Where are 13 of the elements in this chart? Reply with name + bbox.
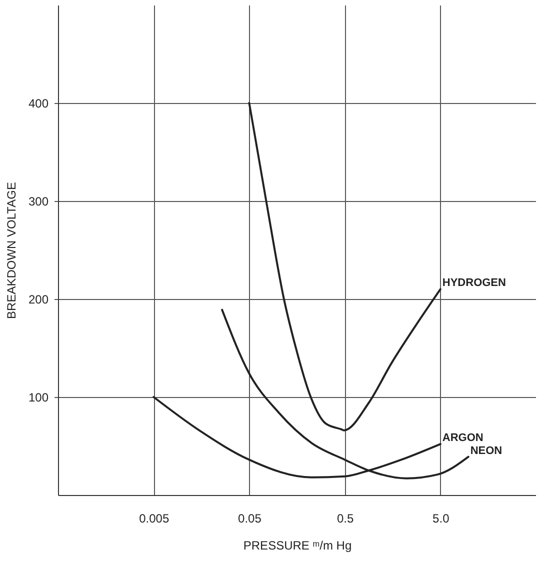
y-tick-label: 300 — [28, 194, 49, 208]
x-tick-label: 0.005 — [139, 512, 170, 526]
x-tick-label: 5.0 — [432, 512, 450, 526]
y-axis-title: BREAKDOWN VOLTAGE — [4, 182, 18, 319]
x-axis-title: PRESSURE ᵐ/m Hg — [243, 538, 352, 552]
series-label: HYDROGEN — [442, 277, 506, 290]
y-tick-label: 400 — [28, 96, 49, 110]
y-tick-label: 100 — [28, 390, 49, 404]
series-label: NEON — [470, 444, 502, 457]
x-tick-label: 0.05 — [238, 512, 262, 526]
x-tick-label: 0.5 — [336, 512, 354, 526]
y-tick-label: 200 — [28, 292, 49, 306]
series-label: ARGON — [442, 432, 484, 444]
